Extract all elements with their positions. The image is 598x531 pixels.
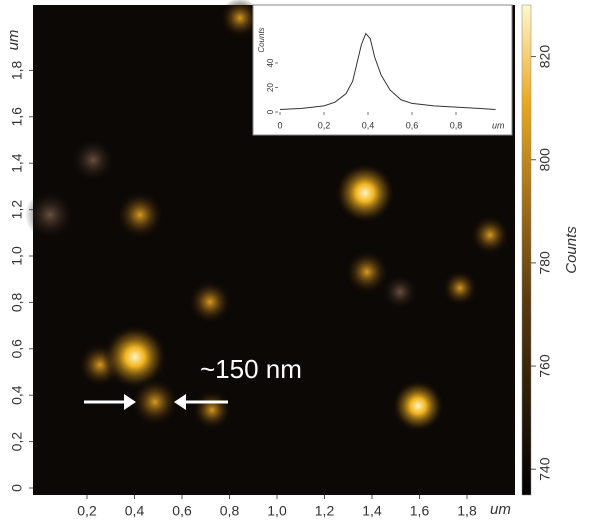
arrows — [84, 394, 228, 410]
y-tick-label: 1,6 — [9, 107, 25, 127]
y-tick-label: 0,2 — [9, 432, 25, 452]
x-tick-label: 0,2 — [77, 503, 97, 519]
y-tick-label: 1,2 — [9, 200, 25, 220]
colorbar-tick-label: 780 — [537, 251, 553, 275]
x-tick-label: 1,2 — [315, 503, 335, 519]
inset-x-tick-label: 0 — [277, 120, 282, 130]
colorbar-tick-label: 760 — [537, 354, 553, 378]
y-tick-label: 1,0 — [9, 246, 25, 266]
y-tick-label: 1,8 — [9, 60, 25, 80]
x-tick-label: 0,4 — [125, 503, 145, 519]
y-tick-label: 1,4 — [9, 153, 25, 173]
x-axis-label: um — [490, 501, 511, 518]
colorbar-tick-label: 740 — [537, 457, 553, 481]
profile-line — [279, 32, 496, 111]
y-tick-label: 0,8 — [9, 292, 25, 312]
inset-y-tick-label: 40 — [266, 58, 275, 67]
x-tick-label: 0,6 — [172, 503, 192, 519]
x-tick-label: 1,8 — [457, 503, 477, 519]
inset-x-tick-label: 0,2 — [318, 120, 331, 130]
inset-x-tick-label: 0,8 — [450, 120, 463, 130]
inset-y-tick-label: 0 — [266, 109, 275, 114]
y-tick-label: 0,4 — [9, 385, 25, 405]
inset-x-tick-label: 0,6 — [406, 120, 419, 130]
inset-y-label: Counts — [257, 27, 266, 52]
x-tick-label: 1,6 — [410, 503, 430, 519]
colorbar-tick-label: 800 — [537, 148, 553, 172]
annotation: ~150 nm — [200, 354, 302, 384]
x-tick-label: 1,4 — [362, 503, 382, 519]
inset-frame — [252, 4, 513, 136]
colorbar-label: Counts — [563, 226, 580, 274]
colorbar — [521, 4, 532, 496]
y-axis-label: um — [5, 30, 22, 51]
inset-x-tick-label: 0,4 — [362, 120, 375, 130]
y-tick-label: 0,6 — [9, 339, 25, 359]
x-tick-label: 0,8 — [220, 503, 240, 519]
inset: Counts um — [252, 4, 513, 136]
inset-x-label: um — [492, 120, 505, 130]
x-tick-label: 1,0 — [267, 503, 287, 519]
y-tick-label: 0 — [9, 484, 25, 492]
colorbar-tick-label: 820 — [537, 45, 553, 69]
inset-y-tick-label: 20 — [266, 83, 275, 92]
